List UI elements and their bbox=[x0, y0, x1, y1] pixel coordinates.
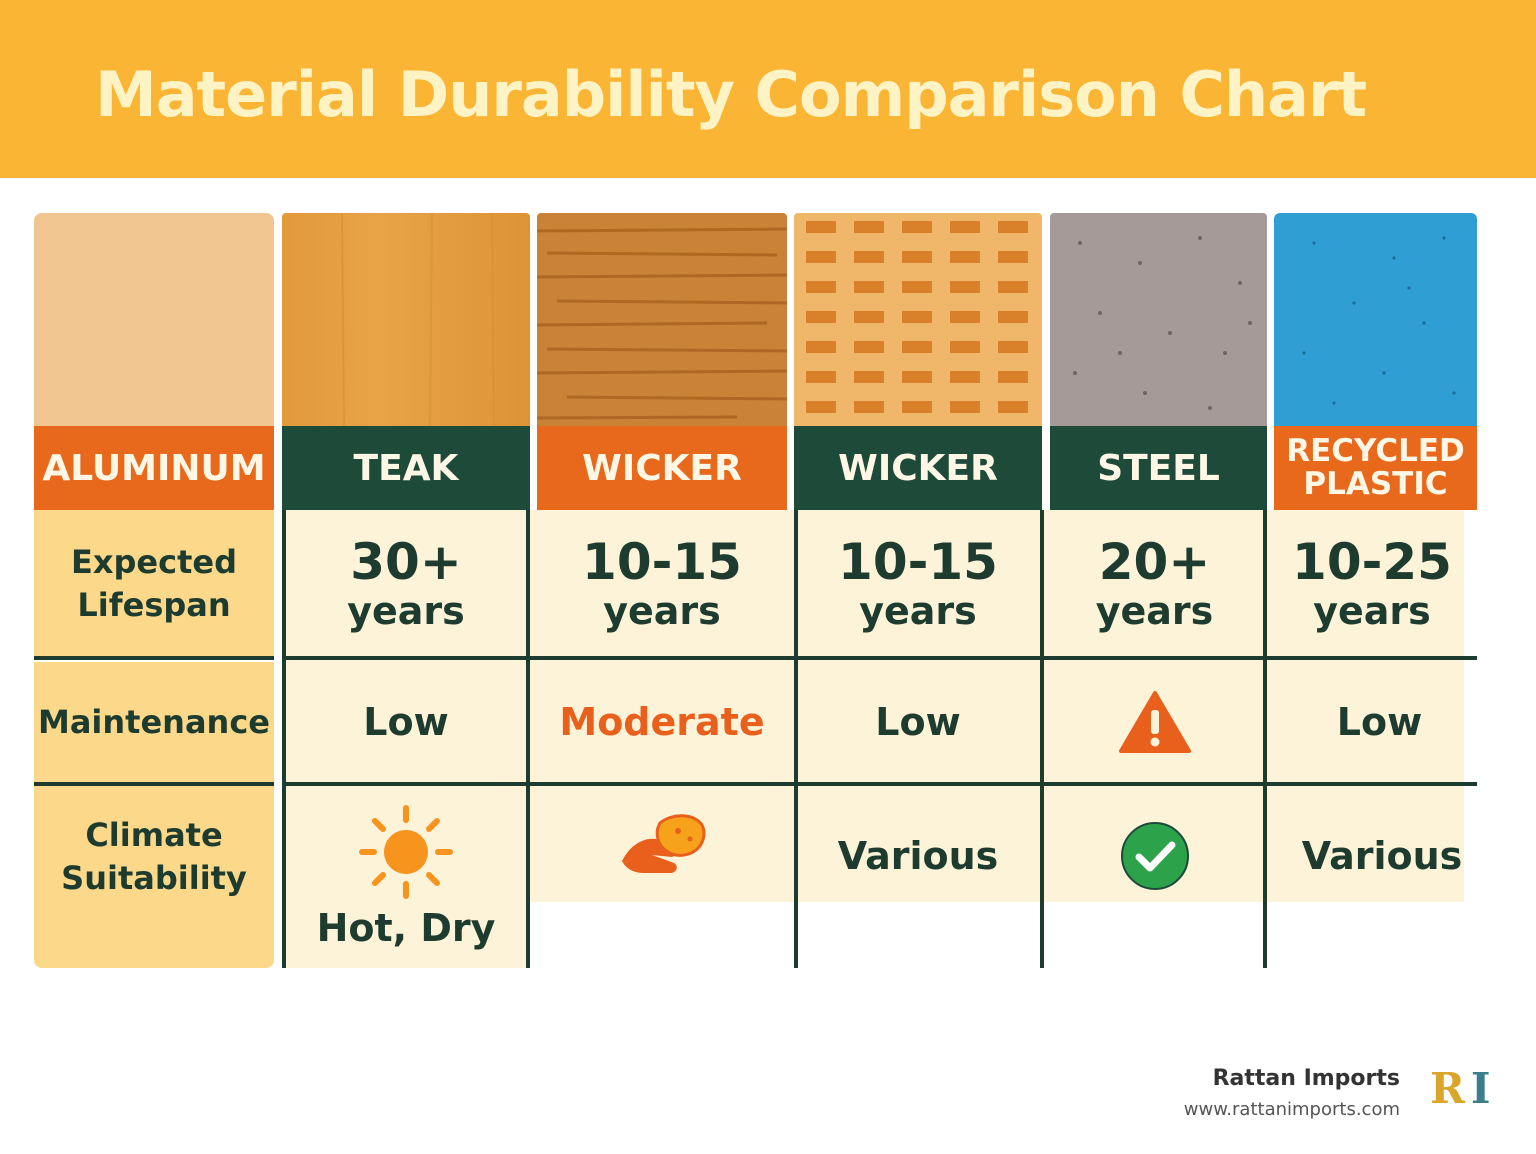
wicker2-lifespan-unit: years bbox=[859, 589, 977, 633]
steel-header: STEEL bbox=[1050, 426, 1267, 510]
plastic-climate-cell: Various bbox=[1267, 786, 1497, 926]
brand-url[interactable]: www.rattanimports.com bbox=[1183, 1099, 1400, 1120]
teak-header: TEAK bbox=[282, 426, 530, 510]
plastic-lifespan-value: 10-25 bbox=[1292, 533, 1452, 591]
row-divider-1 bbox=[282, 656, 1477, 660]
recycled-plastic-header-line1: RECYCLED bbox=[1286, 433, 1465, 469]
brand-block: Rattan Imports www.rattanimports.com bbox=[1184, 1066, 1400, 1120]
steel-lifespan-value: 20+ bbox=[1098, 533, 1211, 591]
teak-grain bbox=[341, 213, 495, 426]
chart-title: Material Durability Comparison Chart bbox=[95, 58, 1367, 131]
logo-i: I bbox=[1470, 1064, 1491, 1113]
teak-climate-cell: Hot, Dry bbox=[282, 786, 530, 968]
plastic-climate-value: Various bbox=[1301, 834, 1463, 878]
steel-speckle bbox=[1073, 236, 1252, 410]
recycled-plastic-header: RECYCLED PLASTIC bbox=[1274, 426, 1477, 510]
logo-r: R bbox=[1430, 1064, 1465, 1113]
col-divider-3 bbox=[1040, 510, 1044, 968]
sun-icon bbox=[359, 805, 453, 899]
header-banner: Material Durability Comparison Chart bbox=[0, 0, 1536, 178]
aluminum-header: ALUMINUM bbox=[34, 426, 274, 510]
wicker1-lifespan-value: 10-15 bbox=[582, 533, 742, 591]
wicker-header-2: WICKER bbox=[794, 426, 1042, 510]
teak-swatch bbox=[282, 213, 530, 426]
plastic-lifespan-unit: years bbox=[1313, 589, 1431, 633]
teak-maintenance-value: Low bbox=[363, 700, 449, 744]
wicker2-climate-value: Various bbox=[837, 834, 999, 878]
label-divider-2 bbox=[34, 782, 274, 786]
wicker-wood-swatch bbox=[537, 213, 787, 426]
wicker1-climate-cell bbox=[530, 786, 794, 902]
weave-pattern bbox=[806, 221, 1028, 413]
aluminum-swatch bbox=[34, 213, 274, 426]
plastic-speckle bbox=[1302, 236, 1456, 405]
wicker2-climate-cell: Various bbox=[794, 786, 1042, 926]
brand-name: Rattan Imports bbox=[1212, 1066, 1400, 1091]
row-divider-2 bbox=[282, 782, 1477, 786]
teak-lifespan-value: 30+ bbox=[350, 533, 462, 591]
teak-climate-value: Hot, Dry bbox=[316, 906, 496, 950]
wicker1-lifespan-unit: years bbox=[603, 589, 721, 633]
wicker1-lifespan-cell: 10-15 years bbox=[530, 510, 794, 658]
wicker-header-1: WICKER bbox=[537, 426, 787, 510]
warning-icon bbox=[1118, 691, 1191, 753]
check-icon bbox=[1120, 822, 1189, 890]
wicker2-lifespan-value: 10-15 bbox=[838, 533, 998, 591]
col-divider-1 bbox=[526, 510, 530, 968]
wicker1-maintenance-value: Moderate bbox=[559, 700, 765, 744]
steel-climate-cell bbox=[1042, 786, 1267, 926]
col-divider-4 bbox=[1263, 510, 1267, 968]
teak-maintenance-cell: Low bbox=[282, 662, 530, 782]
climate-label: Climate Suitability bbox=[61, 816, 247, 897]
teak-climate-extension bbox=[282, 902, 530, 968]
wicker2-maintenance-value: Low bbox=[875, 700, 961, 744]
plastic-maintenance-value: Low bbox=[1336, 700, 1423, 744]
wood-grain bbox=[537, 227, 787, 420]
lifespan-label: Expected Lifespan bbox=[71, 543, 237, 624]
steel-swatch bbox=[1050, 213, 1267, 426]
label-divider-1 bbox=[34, 656, 274, 660]
wicker1-maintenance-cell: Moderate bbox=[530, 662, 794, 782]
table-body-bg bbox=[282, 510, 1464, 902]
col-divider-2 bbox=[794, 510, 798, 968]
wicker2-maintenance-cell: Low bbox=[794, 662, 1042, 782]
teak-lifespan-cell: 30+ years bbox=[282, 510, 530, 658]
lifespan-label-cell: Expected Lifespan bbox=[34, 510, 274, 658]
maintenance-label-cell: Maintenance bbox=[34, 662, 274, 782]
recycled-plastic-header-line2: PLASTIC bbox=[1303, 466, 1448, 502]
maintenance-label: Maintenance bbox=[37, 702, 270, 741]
steel-lifespan-unit: years bbox=[1095, 589, 1214, 633]
plastic-lifespan-cell: 10-25 years bbox=[1267, 510, 1477, 658]
steel-maintenance-cell bbox=[1042, 662, 1267, 782]
climate-label-cell: Climate Suitability bbox=[34, 786, 274, 968]
row-label-column bbox=[34, 213, 274, 968]
wicker-weave-swatch bbox=[794, 213, 1042, 426]
teak-lifespan-unit: years bbox=[347, 589, 465, 633]
recycled-plastic-swatch bbox=[1274, 213, 1477, 426]
wicker2-lifespan-cell: 10-15 years bbox=[794, 510, 1042, 658]
plastic-maintenance-cell: Low bbox=[1267, 662, 1492, 782]
steel-lifespan-cell: 20+ years bbox=[1042, 510, 1267, 658]
hand-icon bbox=[622, 814, 706, 873]
col-divider-0 bbox=[282, 510, 286, 968]
